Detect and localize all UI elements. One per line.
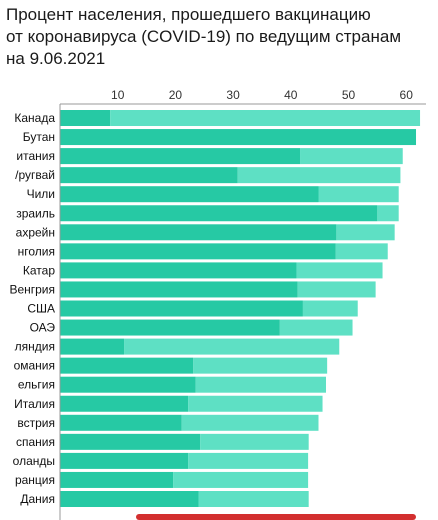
category-label: итания	[16, 149, 55, 163]
bar-fully-vaccinated	[60, 433, 201, 450]
category-label: спания	[16, 435, 55, 449]
bar-partially-vaccinated	[188, 452, 309, 469]
x-tick-label: 10	[111, 88, 125, 102]
category-label: ранция	[15, 473, 55, 487]
bar-partially-vaccinated	[198, 491, 309, 507]
category-label: Дания	[20, 492, 55, 506]
bar-partially-vaccinated	[110, 110, 421, 126]
bar-fully-vaccinated	[60, 243, 336, 260]
bar-partially-vaccinated	[188, 395, 323, 412]
bar-fully-vaccinated	[60, 491, 199, 507]
chart-title: Процент населения, прошедшего вакцинацию…	[6, 4, 434, 70]
category-label: ляндия	[15, 340, 55, 354]
scroll-indicator	[136, 514, 416, 520]
bar-partially-vaccinated	[300, 148, 403, 165]
category-label: оланды	[13, 454, 55, 468]
title-line-2: от коронавируса (COVID-19) по ведущим ст…	[6, 27, 402, 46]
bar-fully-vaccinated	[60, 357, 194, 374]
category-label: омания	[14, 359, 55, 373]
category-label: зраиль	[16, 206, 55, 220]
bar-fully-vaccinated	[60, 414, 182, 431]
bar-fully-vaccinated	[60, 262, 297, 279]
bar-fully-vaccinated	[60, 300, 303, 317]
x-tick-label: 20	[169, 88, 183, 102]
bar-partially-vaccinated	[336, 224, 395, 241]
category-label: США	[27, 302, 55, 316]
x-tick-label: 40	[284, 88, 298, 102]
bar-partially-vaccinated	[318, 186, 399, 203]
bar-partially-vaccinated	[181, 414, 319, 431]
category-label: Канада	[14, 111, 55, 125]
category-label: Венгрия	[9, 282, 55, 296]
bar-fully-vaccinated	[60, 395, 189, 412]
bar-partially-vaccinated	[237, 167, 401, 184]
category-label: встрия	[17, 416, 55, 430]
bar-fully-vaccinated	[60, 281, 298, 298]
bar-partially-vaccinated	[335, 243, 388, 260]
category-label: /ругвай	[15, 168, 55, 182]
category-label: ахрейн	[16, 225, 55, 239]
category-label: Катар	[23, 263, 55, 277]
title-line-3: на 9.06.2021	[6, 49, 106, 68]
bar-fully-vaccinated	[60, 186, 319, 203]
bar-partially-vaccinated	[302, 300, 358, 317]
bar-fully-vaccinated	[60, 110, 111, 126]
bar-partially-vaccinated	[377, 205, 399, 222]
category-label: ельгия	[18, 378, 55, 392]
bar-partially-vaccinated	[200, 433, 309, 450]
bar-fully-vaccinated	[60, 224, 337, 241]
category-label: ОАЭ	[30, 321, 56, 335]
category-label: Чили	[27, 187, 55, 201]
bar-fully-vaccinated	[60, 148, 301, 165]
x-tick-label: 30	[226, 88, 240, 102]
bar-fully-vaccinated	[60, 129, 417, 146]
bar-fully-vaccinated	[60, 376, 196, 393]
x-tick-label: 50	[342, 88, 356, 102]
bar-fully-vaccinated	[60, 471, 174, 488]
bar-partially-vaccinated	[296, 262, 383, 279]
title-line-1: Процент населения, прошедшего вакцинацию	[6, 5, 371, 24]
bar-fully-vaccinated	[60, 205, 378, 222]
bar-partially-vaccinated	[173, 471, 309, 488]
bar-fully-vaccinated	[60, 319, 280, 336]
x-tick-label: 60	[400, 88, 414, 102]
category-label: Бутан	[23, 130, 55, 144]
category-label: Италия	[14, 397, 55, 411]
category-label: нголия	[18, 244, 55, 258]
bar-fully-vaccinated	[60, 338, 125, 355]
bar-partially-vaccinated	[124, 338, 340, 355]
bar-partially-vaccinated	[297, 281, 376, 298]
bar-fully-vaccinated	[60, 167, 238, 184]
bar-partially-vaccinated	[193, 357, 328, 374]
bar-partially-vaccinated	[279, 319, 353, 336]
bar-fully-vaccinated	[60, 452, 189, 469]
bar-partially-vaccinated	[195, 376, 326, 393]
